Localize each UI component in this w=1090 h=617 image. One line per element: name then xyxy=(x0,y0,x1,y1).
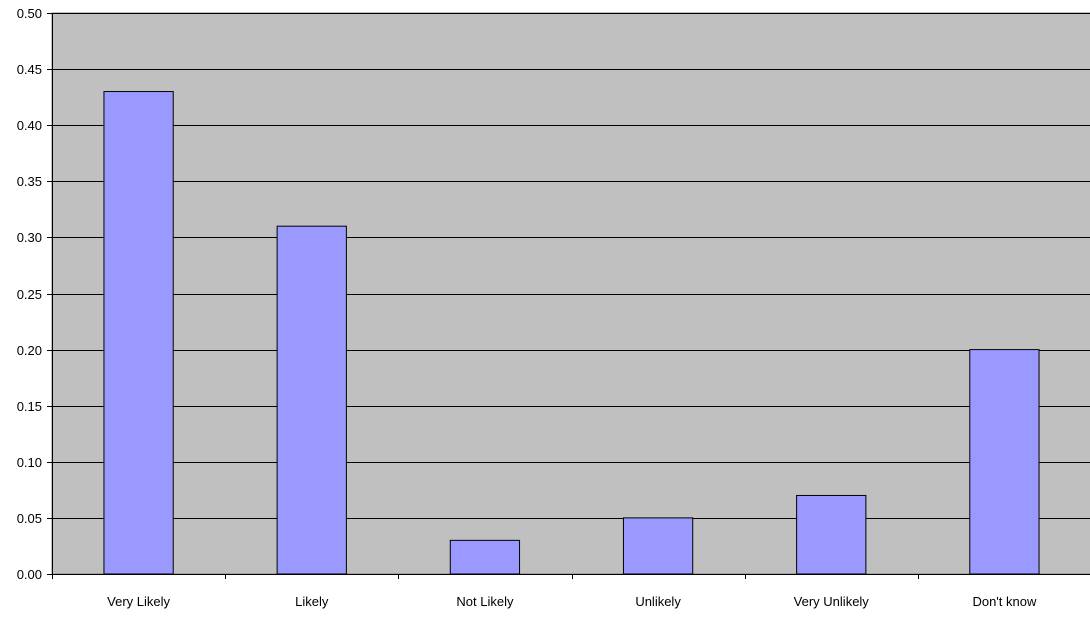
y-tick-label: 0.10 xyxy=(17,455,42,470)
x-category-label: Very Unlikely xyxy=(794,594,870,609)
y-tick-label: 0.50 xyxy=(17,6,42,21)
y-tick-label: 0.45 xyxy=(17,62,42,77)
x-category-label: Don't know xyxy=(972,594,1037,609)
bar-very-likely xyxy=(103,91,174,575)
x-category-label: Not Likely xyxy=(456,594,514,609)
y-tick-label: 0.25 xyxy=(17,287,42,302)
bar-unlikely xyxy=(622,517,694,575)
y-tick-label: 0.35 xyxy=(17,174,42,189)
plot-area xyxy=(51,12,1090,575)
y-tick-label: 0.30 xyxy=(17,230,42,245)
y-tick-label: 0.00 xyxy=(17,567,42,582)
x-category-label: Likely xyxy=(295,594,329,609)
y-axis: 0.00 0.05 0.10 0.15 0.20 0.25 0.30 0.35 0.40 0.45… xyxy=(17,6,53,582)
bar-don-t-know xyxy=(969,349,1040,575)
y-tick-label: 0.05 xyxy=(17,511,42,526)
y-tick-label: 0.15 xyxy=(17,399,42,414)
bar-very-unlikely xyxy=(796,494,867,575)
y-tick-label: 0.20 xyxy=(17,343,42,358)
y-tick-label: 0.40 xyxy=(17,118,42,133)
x-axis: Very Likely Likely Not Likely Unlikely Very … xyxy=(52,574,1090,609)
x-category-label: Unlikely xyxy=(635,594,681,609)
bar-likely xyxy=(276,225,347,575)
bar-not-likely xyxy=(449,539,521,575)
x-category-label: Very Likely xyxy=(107,594,170,609)
gridlines xyxy=(52,13,1090,519)
